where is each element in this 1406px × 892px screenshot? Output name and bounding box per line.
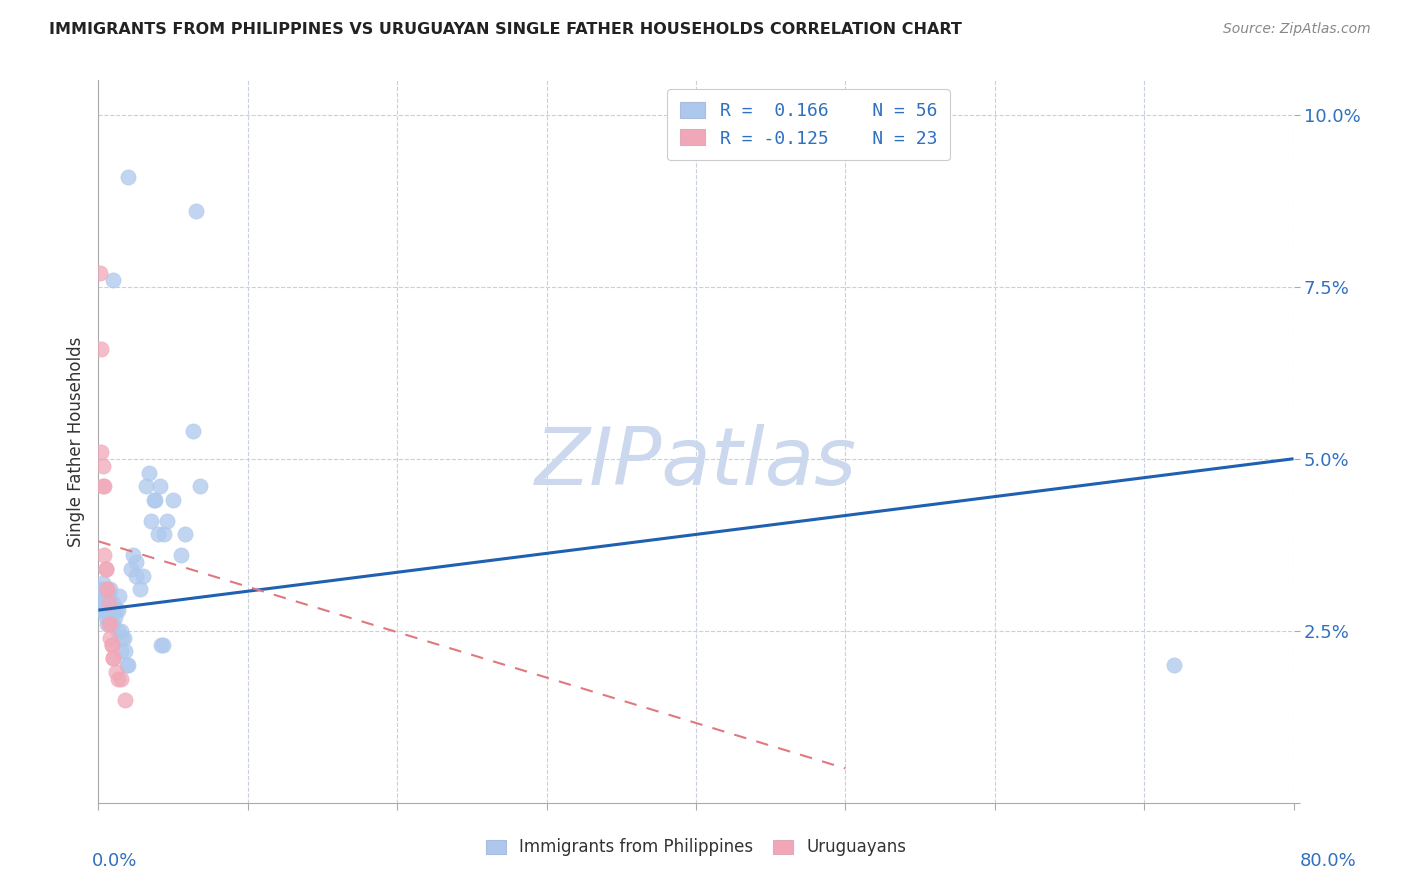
- Point: [112, 631, 135, 645]
- Point: [98, 582, 122, 597]
- Point: [107, 624, 129, 638]
- Point: [96, 582, 118, 597]
- Point: [162, 493, 184, 508]
- Point: [103, 596, 125, 610]
- Point: [181, 424, 204, 438]
- Point: [184, 204, 207, 219]
- Point: [120, 562, 142, 576]
- Point: [90, 582, 112, 597]
- Point: [105, 603, 128, 617]
- Point: [103, 651, 125, 665]
- Point: [150, 638, 173, 652]
- Point: [121, 548, 143, 562]
- Text: 0.0%: 0.0%: [91, 852, 136, 870]
- Point: [152, 638, 174, 652]
- Point: [139, 514, 162, 528]
- Point: [107, 603, 129, 617]
- Point: [89, 266, 111, 280]
- Point: [97, 590, 120, 604]
- Text: IMMIGRANTS FROM PHILIPPINES VS URUGUAYAN SINGLE FATHER HOUSEHOLDS CORRELATION CH: IMMIGRANTS FROM PHILIPPINES VS URUGUAYAN…: [49, 22, 962, 37]
- Point: [103, 651, 125, 665]
- Point: [1163, 658, 1185, 673]
- Point: [110, 624, 132, 638]
- Point: [156, 514, 179, 528]
- Point: [103, 273, 125, 287]
- Point: [114, 692, 136, 706]
- Point: [93, 603, 115, 617]
- Text: Source: ZipAtlas.com: Source: ZipAtlas.com: [1223, 22, 1371, 37]
- Point: [94, 610, 117, 624]
- Text: 80.0%: 80.0%: [1301, 852, 1357, 870]
- Point: [91, 575, 114, 590]
- Text: ZIPatlas: ZIPatlas: [534, 425, 858, 502]
- Point: [89, 590, 111, 604]
- Point: [111, 631, 134, 645]
- Point: [91, 596, 114, 610]
- Point: [107, 672, 129, 686]
- Point: [117, 169, 139, 184]
- Point: [96, 596, 118, 610]
- Point: [93, 479, 115, 493]
- Point: [110, 644, 132, 658]
- Point: [117, 658, 139, 673]
- Point: [90, 445, 112, 459]
- Point: [91, 479, 114, 493]
- Point: [108, 590, 131, 604]
- Point: [188, 479, 211, 493]
- Point: [97, 616, 120, 631]
- Point: [101, 638, 124, 652]
- Y-axis label: Single Father Households: Single Father Households: [67, 336, 86, 547]
- Point: [153, 527, 176, 541]
- Point: [94, 562, 117, 576]
- Point: [98, 603, 122, 617]
- Point: [93, 548, 115, 562]
- Point: [129, 582, 152, 597]
- Point: [125, 568, 148, 582]
- Point: [97, 596, 120, 610]
- Point: [90, 342, 112, 356]
- Point: [114, 644, 136, 658]
- Point: [125, 555, 148, 569]
- Point: [96, 582, 118, 597]
- Point: [135, 479, 157, 493]
- Point: [101, 638, 124, 652]
- Point: [97, 610, 120, 624]
- Point: [101, 603, 124, 617]
- Point: [148, 527, 170, 541]
- Point: [169, 548, 191, 562]
- Point: [103, 616, 125, 631]
- Point: [115, 658, 138, 673]
- Point: [149, 479, 172, 493]
- Point: [94, 562, 117, 576]
- Point: [142, 493, 165, 508]
- Legend: Immigrants from Philippines, Uruguayans: Immigrants from Philippines, Uruguayans: [479, 831, 912, 863]
- Point: [98, 616, 122, 631]
- Point: [98, 631, 122, 645]
- Point: [90, 603, 112, 617]
- Point: [104, 610, 127, 624]
- Point: [138, 466, 160, 480]
- Point: [93, 582, 115, 597]
- Point: [96, 616, 118, 631]
- Point: [132, 568, 155, 582]
- Point: [94, 590, 117, 604]
- Point: [110, 672, 132, 686]
- Point: [143, 493, 166, 508]
- Point: [91, 458, 114, 473]
- Point: [174, 527, 197, 541]
- Point: [105, 665, 128, 679]
